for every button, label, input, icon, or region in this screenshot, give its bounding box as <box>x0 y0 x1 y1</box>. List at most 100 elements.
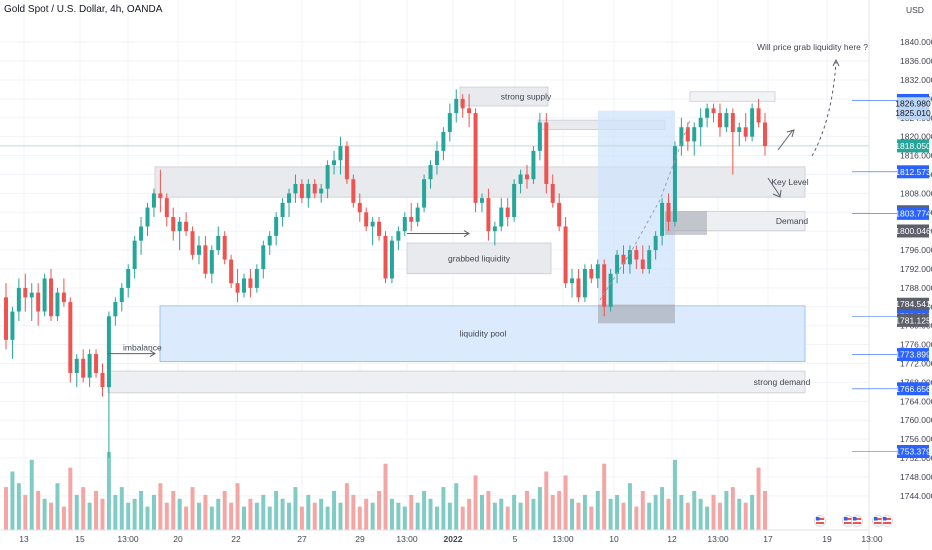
candles-layer <box>4 89 767 459</box>
time-tick-label: 27 <box>297 534 307 544</box>
price-tag: 1753.379 <box>895 447 931 457</box>
volume-bar <box>473 475 478 530</box>
volume-bar <box>132 498 137 530</box>
candle-body <box>216 235 221 251</box>
price-axis-bg[interactable] <box>869 0 932 550</box>
time-tick-label: 22 <box>231 534 241 544</box>
volume-bar <box>531 498 536 530</box>
candle-body <box>557 202 562 227</box>
volume-bar <box>293 487 298 530</box>
candle-body <box>287 193 292 203</box>
volume-bar <box>306 494 311 530</box>
candle-body <box>383 235 388 279</box>
price-tag-bg <box>897 445 929 459</box>
candle-body <box>158 193 163 199</box>
price-tag: 1784.541 <box>895 299 931 309</box>
candle-body <box>563 226 568 284</box>
volume-bar <box>280 498 285 530</box>
price-tag-bg <box>897 297 929 311</box>
event-flag-stripe <box>844 522 852 524</box>
price-tag-bg <box>897 165 929 179</box>
volume-bar <box>396 502 401 530</box>
price-tick-label: 1756.000 <box>900 434 932 444</box>
volume-bar <box>525 491 530 530</box>
candle-body <box>615 254 620 274</box>
price-tag-bg <box>897 313 929 327</box>
candle-body <box>36 292 41 312</box>
candle-body <box>460 98 465 109</box>
chart-title: Gold Spot / U.S. Dollar, 4h, OANDA <box>4 4 163 15</box>
volume-bar <box>254 502 259 530</box>
price-tick-label: 1796.000 <box>900 245 932 255</box>
volume-bar <box>672 459 677 530</box>
volume-bar <box>415 502 420 530</box>
candle-body <box>499 207 504 227</box>
candle-body <box>479 198 484 203</box>
time-tick-label: 2022 <box>444 534 463 544</box>
volume-bar <box>679 494 684 530</box>
candle-body <box>454 98 459 114</box>
candle-body <box>576 278 581 298</box>
candle-body <box>370 221 375 227</box>
candle-body <box>196 245 201 255</box>
volume-bar <box>222 491 227 530</box>
event-flag-canton <box>816 517 820 521</box>
candle-body <box>422 179 427 208</box>
volume-bar <box>595 491 600 530</box>
candle-body <box>267 235 272 246</box>
candle-body <box>235 283 240 293</box>
volume-bar <box>42 498 47 530</box>
volume-bar <box>94 491 99 530</box>
volume-bar <box>312 502 317 530</box>
candle-body <box>486 198 491 232</box>
volume-bar <box>518 502 523 530</box>
candle-body <box>570 278 575 284</box>
candle-body <box>698 117 703 128</box>
time-tick-label: 13:00 <box>552 534 574 544</box>
volume-bar <box>332 491 337 530</box>
candle-body <box>16 287 21 312</box>
candle-body <box>55 292 60 317</box>
strong-supply-zone <box>459 86 549 107</box>
candle-body <box>441 131 446 151</box>
price-tick-label: 1764.000 <box>900 396 932 406</box>
volume-bar <box>274 491 279 530</box>
grab-arrowhead <box>463 230 470 237</box>
candle-body <box>164 198 169 218</box>
time-tick-label: 12 <box>667 534 677 544</box>
candle-body <box>409 217 414 222</box>
price-tick-label: 1840.000 <box>900 37 932 47</box>
candle-body <box>627 250 632 265</box>
candle-body <box>23 287 28 298</box>
volume-bar <box>241 506 246 530</box>
volume-bar <box>544 471 549 530</box>
candle-body <box>113 302 118 317</box>
candle-body <box>190 231 195 255</box>
candle-body <box>589 269 594 279</box>
price-tick-label: 1772.000 <box>900 359 932 369</box>
candle-body <box>10 311 15 340</box>
candle-body <box>750 108 755 137</box>
price-tag-bg <box>897 382 929 396</box>
volume-bar <box>261 494 266 530</box>
candle-body <box>357 202 362 213</box>
event-flag-canton <box>883 517 887 521</box>
volume-bar <box>145 506 150 530</box>
price-tick-label: 1748.000 <box>900 472 932 482</box>
price-tick-label: 1836.000 <box>900 56 932 66</box>
time-tick-label: 5 <box>513 534 518 544</box>
candle-body <box>717 113 722 128</box>
volume-bar <box>106 452 111 530</box>
candle-body <box>672 146 677 222</box>
candle-body <box>544 122 549 184</box>
candle-body <box>621 254 626 265</box>
volume-bar <box>486 491 491 530</box>
candle-body <box>119 287 124 303</box>
volume-bar <box>743 502 748 530</box>
candle-body <box>344 146 349 180</box>
candle-body <box>248 278 253 288</box>
time-axis: 13 15 13:00 20 22 27 29 13:00 2022 5 13:00 10 12 13:0… <box>19 534 883 544</box>
question-dashed <box>811 61 837 157</box>
volume-bar <box>209 506 214 530</box>
